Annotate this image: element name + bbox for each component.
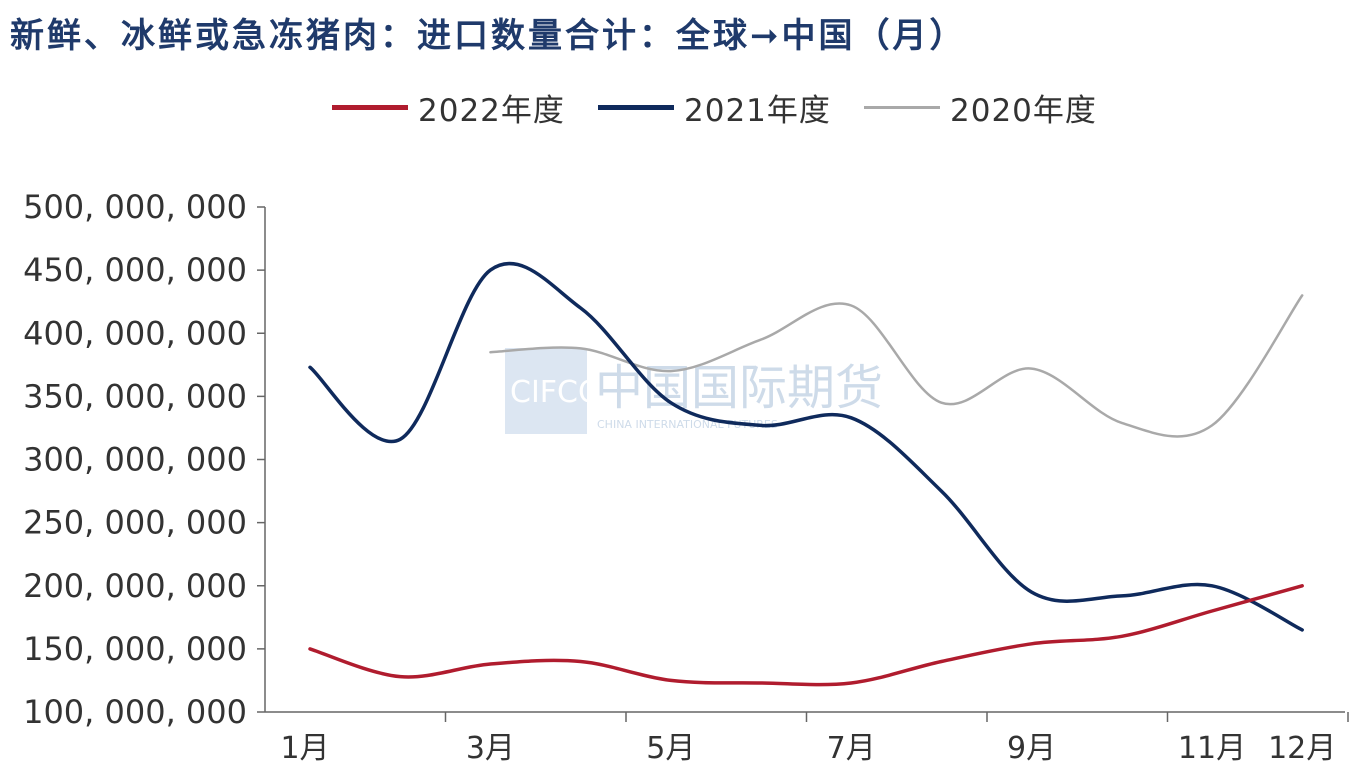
x-tick-label: 1月 [280,731,329,766]
y-tick-label: 450, 000, 000 [23,251,247,289]
x-tick-label: 11月 [1178,731,1246,766]
watermark-cn: 中国国际期货 [595,360,883,416]
y-tick-label: 150, 000, 000 [23,630,247,668]
y-tick-label: 300, 000, 000 [23,441,247,479]
x-tick-label: 7月 [827,731,876,766]
series-line-2021年度 [308,261,1304,632]
x-tick-label: 12月 [1268,731,1336,766]
legend-swatch-2021 [598,104,674,110]
legend-swatch-2020 [864,105,940,109]
legend-label-2021: 2021年度 [684,92,831,129]
watermark-logo-block [505,348,587,434]
legend: 2022年度 2021年度 2020年度 [0,82,1360,132]
legend-swatch-2022 [332,104,408,110]
y-tick-label: 500, 000, 000 [23,188,247,226]
axes: 100, 000, 000 150, 000, 000 200, 000, 000 2… [23,188,1349,766]
series-line-2020年度 [489,294,1304,438]
legend-label-2022: 2022年度 [418,92,565,129]
x-tick-label: 5月 [646,731,695,766]
y-tick-label: 250, 000, 000 [23,504,247,542]
y-tick-label: 350, 000, 000 [23,377,247,415]
x-tick-label: 9月 [1007,731,1056,766]
x-tick-label: 3月 [466,731,515,766]
y-tick-label: 200, 000, 000 [23,567,247,605]
legend-item-2021: 2021年度 [598,82,831,132]
series-line-2022年度 [308,584,1304,687]
series-layer [308,261,1304,687]
watermark-latin: CIFCO [510,375,602,410]
legend-label-2020: 2020年度 [950,92,1097,129]
chart-title: 新鲜、冰鲜或急冻猪肉：进口数量合计：全球➞中国（月） [10,16,967,56]
y-tick-label: 100, 000, 000 [23,693,247,731]
legend-item-2020: 2020年度 [864,82,1097,132]
watermark: CIFCO 中国国际期货 CHINA INTERNATIONAL FUTURES [505,348,883,434]
legend-item-2022: 2022年度 [332,82,565,132]
y-tick-label: 400, 000, 000 [23,314,247,352]
